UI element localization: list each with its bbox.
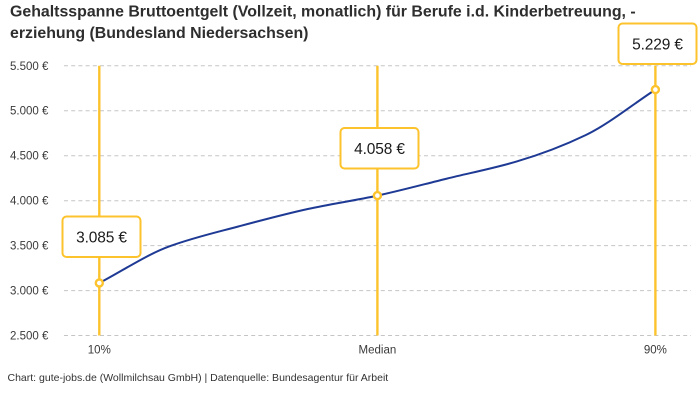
svg-text:90%: 90% (644, 345, 667, 357)
svg-text:3.000 €: 3.000 € (10, 286, 49, 298)
svg-text:4.000 €: 4.000 € (10, 196, 49, 208)
svg-text:5.229 €: 5.229 € (632, 37, 683, 54)
svg-text:erziehung (Bundesland Niedersa: erziehung (Bundesland Niedersachsen) (10, 25, 308, 42)
svg-text:10%: 10% (88, 345, 111, 357)
svg-text:5.500 €: 5.500 € (10, 61, 49, 73)
svg-text:4.500 €: 4.500 € (10, 151, 49, 163)
svg-text:3.500 €: 3.500 € (10, 241, 49, 253)
svg-text:Median: Median (359, 345, 397, 357)
svg-text:Gehaltsspanne Bruttoentgelt (V: Gehaltsspanne Bruttoentgelt (Vollzeit, m… (10, 3, 636, 20)
svg-text:2.500 €: 2.500 € (10, 331, 49, 343)
svg-text:Chart: gute-jobs.de (Wollmilch: Chart: gute-jobs.de (Wollmilchsau GmbH) … (8, 372, 389, 384)
svg-text:4.058 €: 4.058 € (354, 141, 405, 158)
svg-text:3.085 €: 3.085 € (76, 230, 127, 247)
svg-text:5.000 €: 5.000 € (10, 106, 49, 118)
